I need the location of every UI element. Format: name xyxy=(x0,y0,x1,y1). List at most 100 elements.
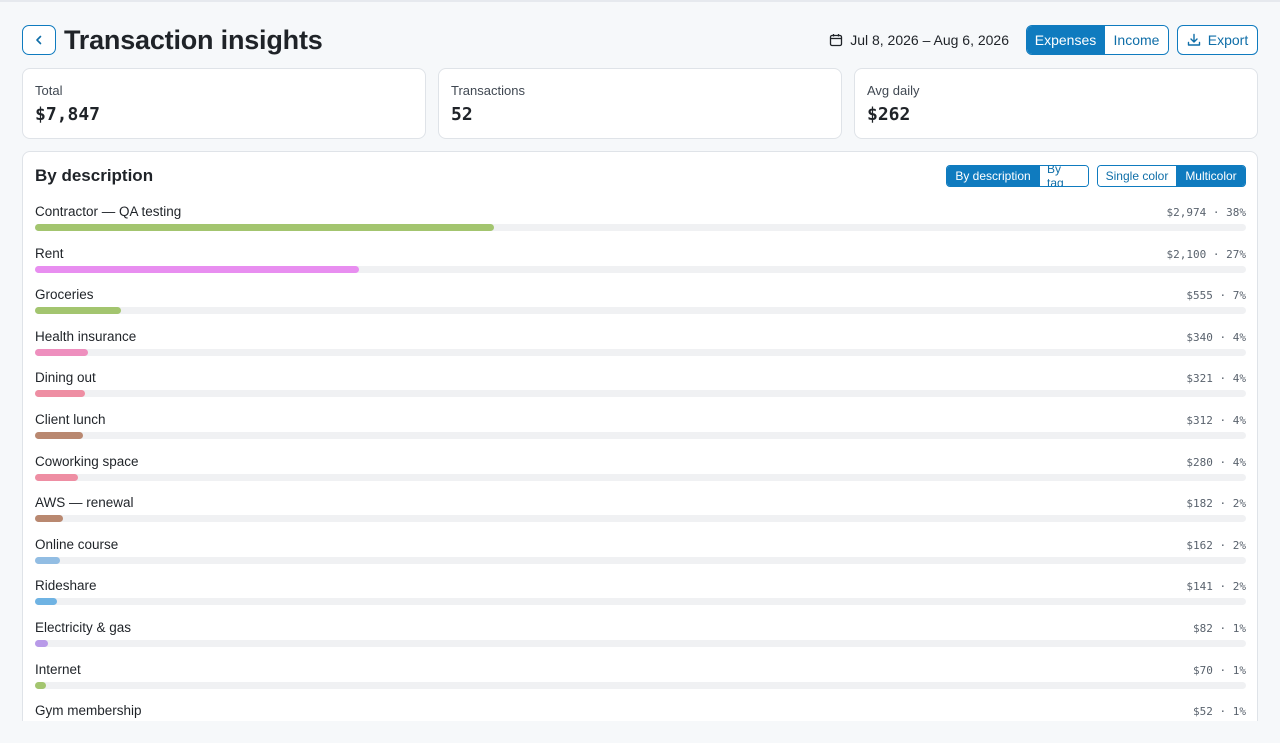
breakdown-list: Contractor — QA testing $2,974 · 38% Rent $… xyxy=(35,204,1246,743)
row-amount: $52 · 1% xyxy=(1193,705,1246,719)
bar-track xyxy=(35,307,1246,315)
row-header: Rideshare $141 · 2% xyxy=(35,578,1246,598)
list-item[interactable]: Rent $2,100 · 27% xyxy=(35,246,1246,288)
bar-track xyxy=(35,556,1246,564)
tab-single-color[interactable]: Single color xyxy=(1098,166,1176,186)
row-header: Groceries $555 · 7% xyxy=(35,287,1246,307)
stat-label: Avg daily xyxy=(867,83,920,98)
row-header: Coworking space $280 · 4% xyxy=(35,454,1246,474)
stat-label: Total xyxy=(35,83,63,98)
bar-fill xyxy=(35,265,360,273)
row-amount: $2,974 · 38% xyxy=(1166,206,1246,219)
row-label: Client lunch xyxy=(35,411,106,427)
list-item[interactable]: Groceries $555 · 7% xyxy=(35,287,1246,329)
tab-income[interactable]: Income xyxy=(1104,26,1168,54)
stats-row: Total $7,847 Transactions 52 Avg daily $… xyxy=(22,68,1258,139)
bar-fill xyxy=(35,515,64,523)
row-header: Client lunch $312 · 4% xyxy=(35,412,1246,432)
bar-track xyxy=(35,598,1246,606)
export-label: Export xyxy=(1207,32,1249,48)
list-item[interactable]: Contractor — QA testing $2,974 · 38% xyxy=(35,204,1246,246)
row-amount: $280 · 4% xyxy=(1186,455,1246,469)
row-label: AWS — renewal xyxy=(35,495,134,511)
row-amount: $555 · 7% xyxy=(1186,289,1246,303)
breakdown-panel: By description By description By tag Sin… xyxy=(22,151,1258,743)
row-label: Rent xyxy=(35,245,64,261)
date-range[interactable]: Jul 8, 2026 – Aug 6, 2026 xyxy=(829,32,1009,48)
tab-multicolor[interactable]: Multicolor xyxy=(1176,166,1245,186)
chevron-left-icon xyxy=(36,35,42,45)
bar-track xyxy=(35,473,1246,481)
list-item[interactable]: Online course $162 · 2% xyxy=(35,537,1246,579)
back-button[interactable] xyxy=(22,25,56,55)
list-item[interactable]: Electricity & gas $82 · 1% xyxy=(35,620,1246,662)
header-controls: Jul 8, 2026 – Aug 6, 2026 Expenses Incom… xyxy=(829,25,1258,55)
row-header: Contractor — QA testing $2,974 · 38% xyxy=(35,204,1246,224)
row-amount: $70 · 1% xyxy=(1193,663,1246,677)
date-range-text: Jul 8, 2026 – Aug 6, 2026 xyxy=(850,32,1009,48)
row-amount: $2,100 · 27% xyxy=(1166,247,1246,261)
row-header: Online course $162 · 2% xyxy=(35,537,1246,557)
row-header: Rent $2,100 · 27% xyxy=(35,246,1246,266)
panel-controls: By description By tag Single color Multi… xyxy=(946,165,1246,187)
bar-fill xyxy=(35,473,79,481)
panel-header: By description By description By tag Sin… xyxy=(35,165,1246,187)
row-header: AWS — renewal $182 · 2% xyxy=(35,495,1246,515)
tab-by-tag[interactable]: By tag xyxy=(1039,166,1088,186)
row-amount: $162 · 2% xyxy=(1186,538,1246,552)
bar-fill xyxy=(35,639,48,647)
bar-track xyxy=(35,265,1246,273)
row-label: Rideshare xyxy=(35,578,97,594)
stat-label: Transactions xyxy=(451,83,525,98)
color-toggle: Single color Multicolor xyxy=(1097,165,1246,187)
row-label: Health insurance xyxy=(35,328,137,344)
stat-card-transactions: Transactions 52 xyxy=(438,68,842,139)
tab-expenses[interactable]: Expenses xyxy=(1027,26,1104,54)
stat-value: $262 xyxy=(867,104,911,125)
bar-fill xyxy=(35,307,121,315)
calendar-icon xyxy=(830,34,843,47)
bar-fill xyxy=(35,431,84,439)
bar-track xyxy=(35,515,1246,523)
bar-track xyxy=(35,390,1246,398)
list-item[interactable]: Health insurance $340 · 4% xyxy=(35,329,1246,371)
list-item[interactable]: Dining out $321 · 4% xyxy=(35,370,1246,412)
bar-fill xyxy=(35,224,495,231)
row-label: Coworking space xyxy=(35,453,139,469)
bar-track xyxy=(35,431,1246,439)
row-header: Dining out $321 · 4% xyxy=(35,370,1246,390)
list-item[interactable]: Rideshare $141 · 2% xyxy=(35,578,1246,620)
list-item[interactable]: Client lunch $312 · 4% xyxy=(35,412,1246,454)
group-toggle: By description By tag xyxy=(946,165,1089,187)
bar-fill xyxy=(35,390,85,398)
bar-fill xyxy=(35,348,88,356)
row-header: Internet $70 · 1% xyxy=(35,662,1246,682)
tab-by-description[interactable]: By description xyxy=(947,166,1039,186)
export-button[interactable]: Export xyxy=(1177,25,1258,55)
bar-track xyxy=(35,348,1246,356)
list-item[interactable]: Internet $70 · 1% xyxy=(35,662,1246,704)
row-amount: $340 · 4% xyxy=(1186,330,1246,344)
row-header: Health insurance $340 · 4% xyxy=(35,329,1246,349)
row-header: Electricity & gas $82 · 1% xyxy=(35,620,1246,640)
list-item[interactable]: AWS — renewal $182 · 2% xyxy=(35,495,1246,537)
download-icon xyxy=(1187,33,1200,46)
row-amount: $182 · 2% xyxy=(1186,497,1246,511)
row-label: Dining out xyxy=(35,370,96,386)
stat-value: 52 xyxy=(451,104,473,125)
row-amount: $321 · 4% xyxy=(1186,372,1246,386)
bar-fill xyxy=(35,681,46,689)
panel-title: By description xyxy=(35,166,154,185)
row-header: Gym membership $52 · 1% xyxy=(35,703,1246,723)
list-item[interactable]: Coworking space $280 · 4% xyxy=(35,454,1246,496)
page-title: Transaction insights xyxy=(64,24,323,55)
bar-fill xyxy=(35,598,57,606)
row-label: Internet xyxy=(35,661,81,677)
stat-card-total: Total $7,847 xyxy=(22,68,426,139)
type-toggle: Expenses Income xyxy=(1026,25,1169,55)
bar-fill xyxy=(35,556,61,564)
top-border xyxy=(0,0,1280,2)
bar-track xyxy=(35,681,1246,689)
stat-value: $7,847 xyxy=(35,104,101,125)
row-label: Contractor — QA testing xyxy=(35,204,182,219)
